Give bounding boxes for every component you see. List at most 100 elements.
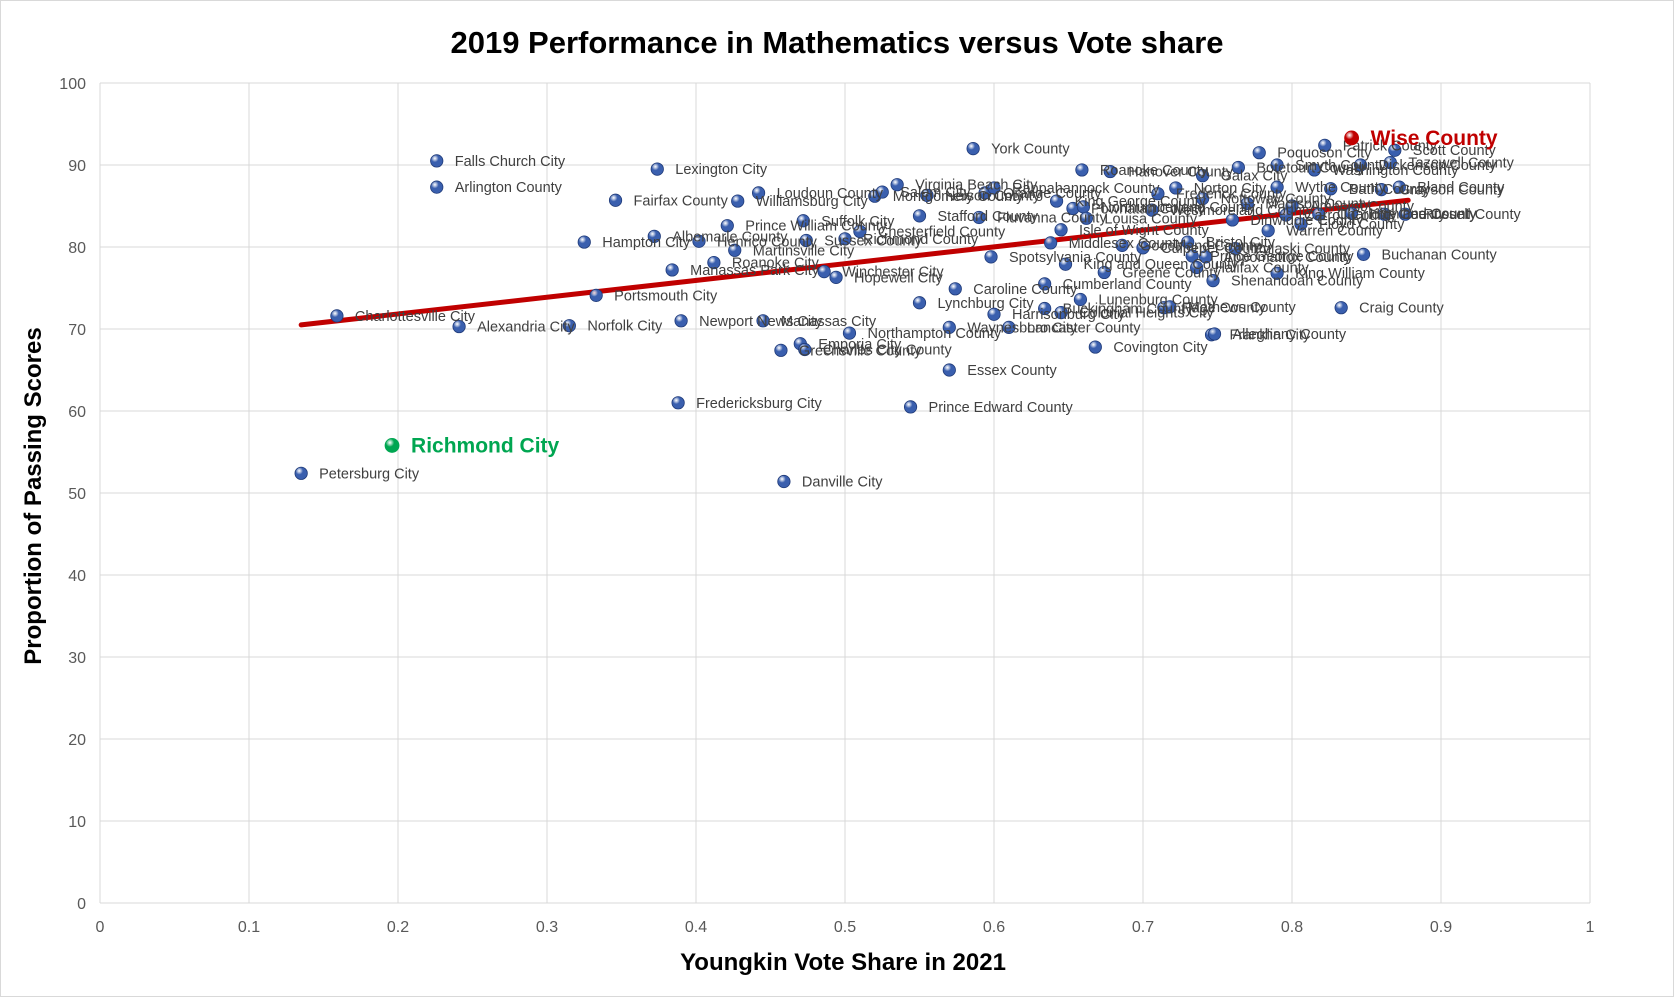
data-point: [966, 142, 980, 156]
data-point-label: Washington County: [1332, 163, 1459, 179]
data-point: [987, 181, 1001, 195]
data-point: [1285, 199, 1299, 213]
data-point-label: Patrick County: [1343, 138, 1438, 154]
data-point-label: King William County: [1295, 266, 1425, 282]
x-tick-label: 0.4: [685, 919, 707, 936]
data-point-label: Fluvanna County: [997, 210, 1107, 226]
data-point: [1088, 340, 1102, 354]
y-tick-label: 40: [68, 568, 86, 585]
data-point: [912, 296, 927, 310]
data-point: [671, 396, 685, 410]
data-point-label: Halifax County: [1215, 261, 1310, 277]
data-point-label: Page County: [1182, 301, 1267, 317]
data-point-label: Russell County: [1423, 207, 1521, 223]
data-point-label: Harrisonburg City: [1012, 307, 1126, 323]
data-point: [562, 319, 576, 333]
data-point-label: Carroll County: [1304, 208, 1397, 224]
data-point-label: Dinwiddie County: [1250, 213, 1364, 229]
data-point: [1151, 187, 1165, 201]
data-point: [1054, 223, 1068, 237]
data-point: [1398, 207, 1412, 221]
tick-labels: 0 0.1 0.2 0.3 0.4 0.5 0.6 0.7 0.8 0.9 101020304050…: [59, 76, 1594, 936]
data-point: [751, 186, 766, 200]
data-point: [1044, 236, 1058, 250]
data-point: [589, 288, 603, 302]
data-point-label: Bristol City: [1206, 235, 1276, 251]
data-point: [1225, 213, 1240, 227]
data-point: [430, 154, 444, 168]
data-point: [1312, 207, 1326, 221]
chart-title: 2019 Performance in Mathematics versus V…: [450, 25, 1223, 60]
data-point: [674, 314, 688, 328]
data-point-label: Nottoway County: [1221, 192, 1332, 208]
data-point-label: Fairfax County: [634, 193, 729, 209]
data-point-label: Charlotte County: [1337, 207, 1447, 223]
data-point-label: Dickenson County: [1379, 158, 1497, 174]
data-point-label: Poquoson City: [1277, 146, 1372, 162]
data-point-label: Petersburg City: [319, 466, 420, 482]
y-tick-label: 30: [68, 650, 86, 667]
data-point: [1038, 277, 1052, 291]
data-point-label: York County: [991, 142, 1070, 158]
data-point: [774, 343, 788, 357]
data-point-label: Amherst County: [1310, 199, 1415, 215]
data-point: [720, 219, 734, 233]
data-point: [817, 264, 831, 279]
point-labels: Falls Church City Arlington County Charlot…: [319, 138, 1521, 490]
data-point-label: Albemarle County: [672, 229, 788, 245]
data-point-label: Sussex County: [824, 233, 922, 249]
data-point-label: Alleghany County: [1233, 327, 1347, 343]
data-point-label: Manassas Park City: [690, 263, 820, 279]
data-point: [1270, 158, 1284, 172]
data-point-label: Fredericksburg City: [696, 396, 822, 412]
data-point: [1345, 206, 1359, 220]
data-point: [799, 233, 813, 248]
data-point: [1073, 292, 1088, 307]
data-points: [294, 138, 1412, 489]
data-point: [1196, 169, 1210, 183]
x-tick-label: 0.8: [1281, 919, 1303, 936]
data-point-label: Roanoke County: [1100, 163, 1209, 179]
data-point-label: Orange County: [1003, 186, 1102, 202]
data-point: [972, 210, 986, 225]
data-point: [1103, 164, 1117, 179]
data-point: [430, 180, 444, 194]
data-point-label: Shenandoah County: [1231, 274, 1364, 290]
data-point: [707, 255, 721, 270]
data-point-label: Lancaster County: [1027, 320, 1141, 336]
data-point-label: Botetourt County: [1256, 160, 1366, 176]
data-point-label: Henrico County: [717, 234, 818, 250]
data-point: [1307, 163, 1321, 177]
data-point: [647, 229, 661, 243]
data-point-label: Craig County: [1359, 301, 1444, 317]
data-point: [452, 319, 466, 334]
data-point-label: Northampton County: [867, 326, 1002, 342]
data-point-label: Grayson County: [1399, 183, 1505, 199]
y-tick-label: 100: [59, 76, 86, 93]
data-point-label: Goochland County: [1140, 238, 1261, 254]
data-point-label: Highland County: [1370, 206, 1478, 222]
data-point-label: Tazewell County: [1408, 156, 1514, 172]
data-point-label: Alexandria City: [477, 320, 575, 336]
data-point: [1058, 257, 1073, 271]
data-point: [948, 282, 962, 296]
data-point: [1228, 242, 1242, 256]
x-tick-label: 0.1: [238, 919, 260, 936]
data-point-label: Falls Church City: [455, 154, 566, 170]
data-point: [1392, 180, 1406, 194]
data-point: [1002, 320, 1016, 334]
data-point: [1169, 181, 1183, 195]
data-point: [1240, 196, 1254, 211]
data-point: [1324, 182, 1338, 196]
y-tick-label: 90: [68, 158, 86, 175]
data-point-label: Greene County: [1122, 265, 1221, 281]
data-point: [1377, 207, 1391, 221]
data-point-label: Essex County: [967, 363, 1057, 379]
data-point-label: Northumberland County: [1101, 200, 1256, 216]
data-point: [1261, 224, 1275, 238]
trendline: [298, 197, 1411, 328]
data-point-label: Williamsburg City: [756, 194, 869, 210]
data-point: [1294, 217, 1308, 231]
data-point: [692, 234, 706, 248]
